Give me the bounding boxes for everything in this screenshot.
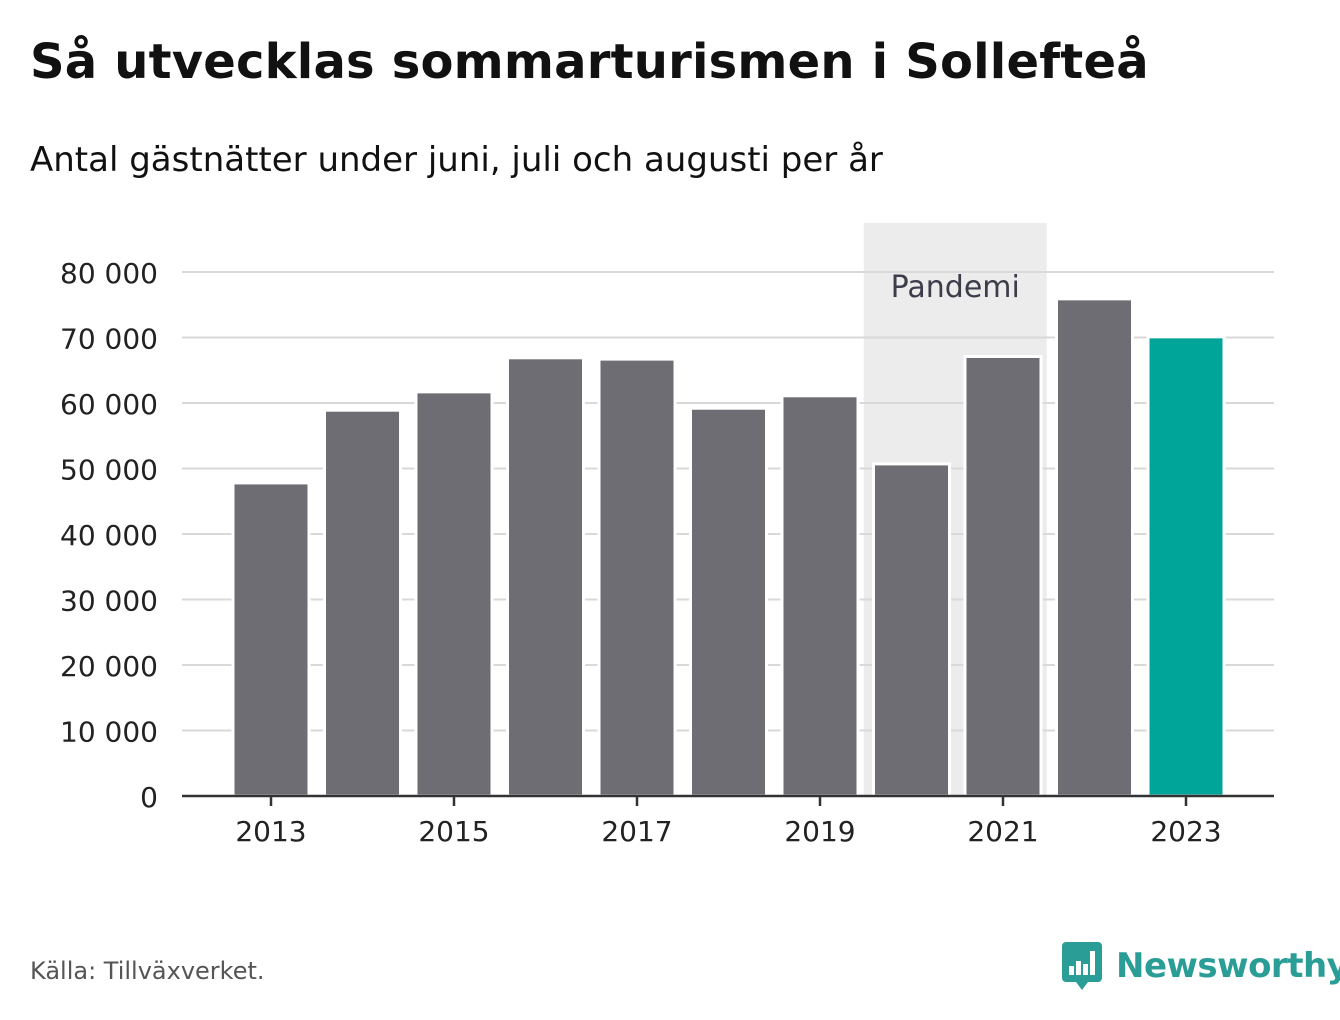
bar-2021 bbox=[963, 354, 1043, 798]
bar-2016 bbox=[506, 356, 585, 798]
y-tick-label: 10 000 bbox=[60, 716, 158, 749]
pandemic-label: Pandemi bbox=[891, 270, 1020, 305]
x-tick-label: 2021 bbox=[967, 815, 1038, 848]
brand-name: Newsworthy bbox=[1116, 946, 1340, 986]
y-tick-label: 60 000 bbox=[60, 388, 158, 421]
x-tick-label: 2019 bbox=[784, 815, 855, 848]
source-note: Källa: Tillväxverket. bbox=[30, 957, 265, 985]
chart-subtitle: Antal gästnätter under juni, juli och au… bbox=[30, 140, 883, 180]
bar-chart: Pandemi 0 10 000 20 000 30 000 40 000 50 000 6… bbox=[60, 223, 1274, 848]
y-tick-label: 50 000 bbox=[60, 454, 158, 487]
axes: 2013 2015 2017 2019 2021 2023 bbox=[182, 794, 1274, 848]
y-tick-label: 20 000 bbox=[60, 650, 158, 683]
x-tick-label: 2017 bbox=[601, 815, 672, 848]
bar-2014 bbox=[323, 408, 402, 798]
bar-2013 bbox=[231, 481, 311, 798]
bar-2023 bbox=[1146, 335, 1226, 798]
newsworthy-logo-icon bbox=[1062, 942, 1102, 990]
bar-2020 bbox=[872, 462, 951, 798]
x-tick-label: 2023 bbox=[1150, 815, 1221, 848]
y-tick-label: 70 000 bbox=[60, 323, 158, 356]
bar-2022 bbox=[1055, 297, 1134, 798]
bar-2019 bbox=[780, 394, 860, 798]
y-tick-label: 40 000 bbox=[60, 519, 158, 552]
y-tick-label: 30 000 bbox=[60, 585, 158, 618]
bar-2015 bbox=[414, 390, 494, 798]
brand-logo: Newsworthy bbox=[1062, 940, 1340, 992]
bar-2018 bbox=[689, 406, 768, 798]
x-tick-label: 2013 bbox=[235, 815, 306, 848]
bars bbox=[231, 297, 1226, 798]
chart-title: Så utvecklas sommarturismen i Sollefteå bbox=[30, 34, 1149, 90]
y-tick-label: 0 bbox=[140, 781, 158, 814]
y-tick-label: 80 000 bbox=[60, 257, 158, 290]
bar-2017 bbox=[597, 357, 677, 798]
x-tick-label: 2015 bbox=[418, 815, 489, 848]
